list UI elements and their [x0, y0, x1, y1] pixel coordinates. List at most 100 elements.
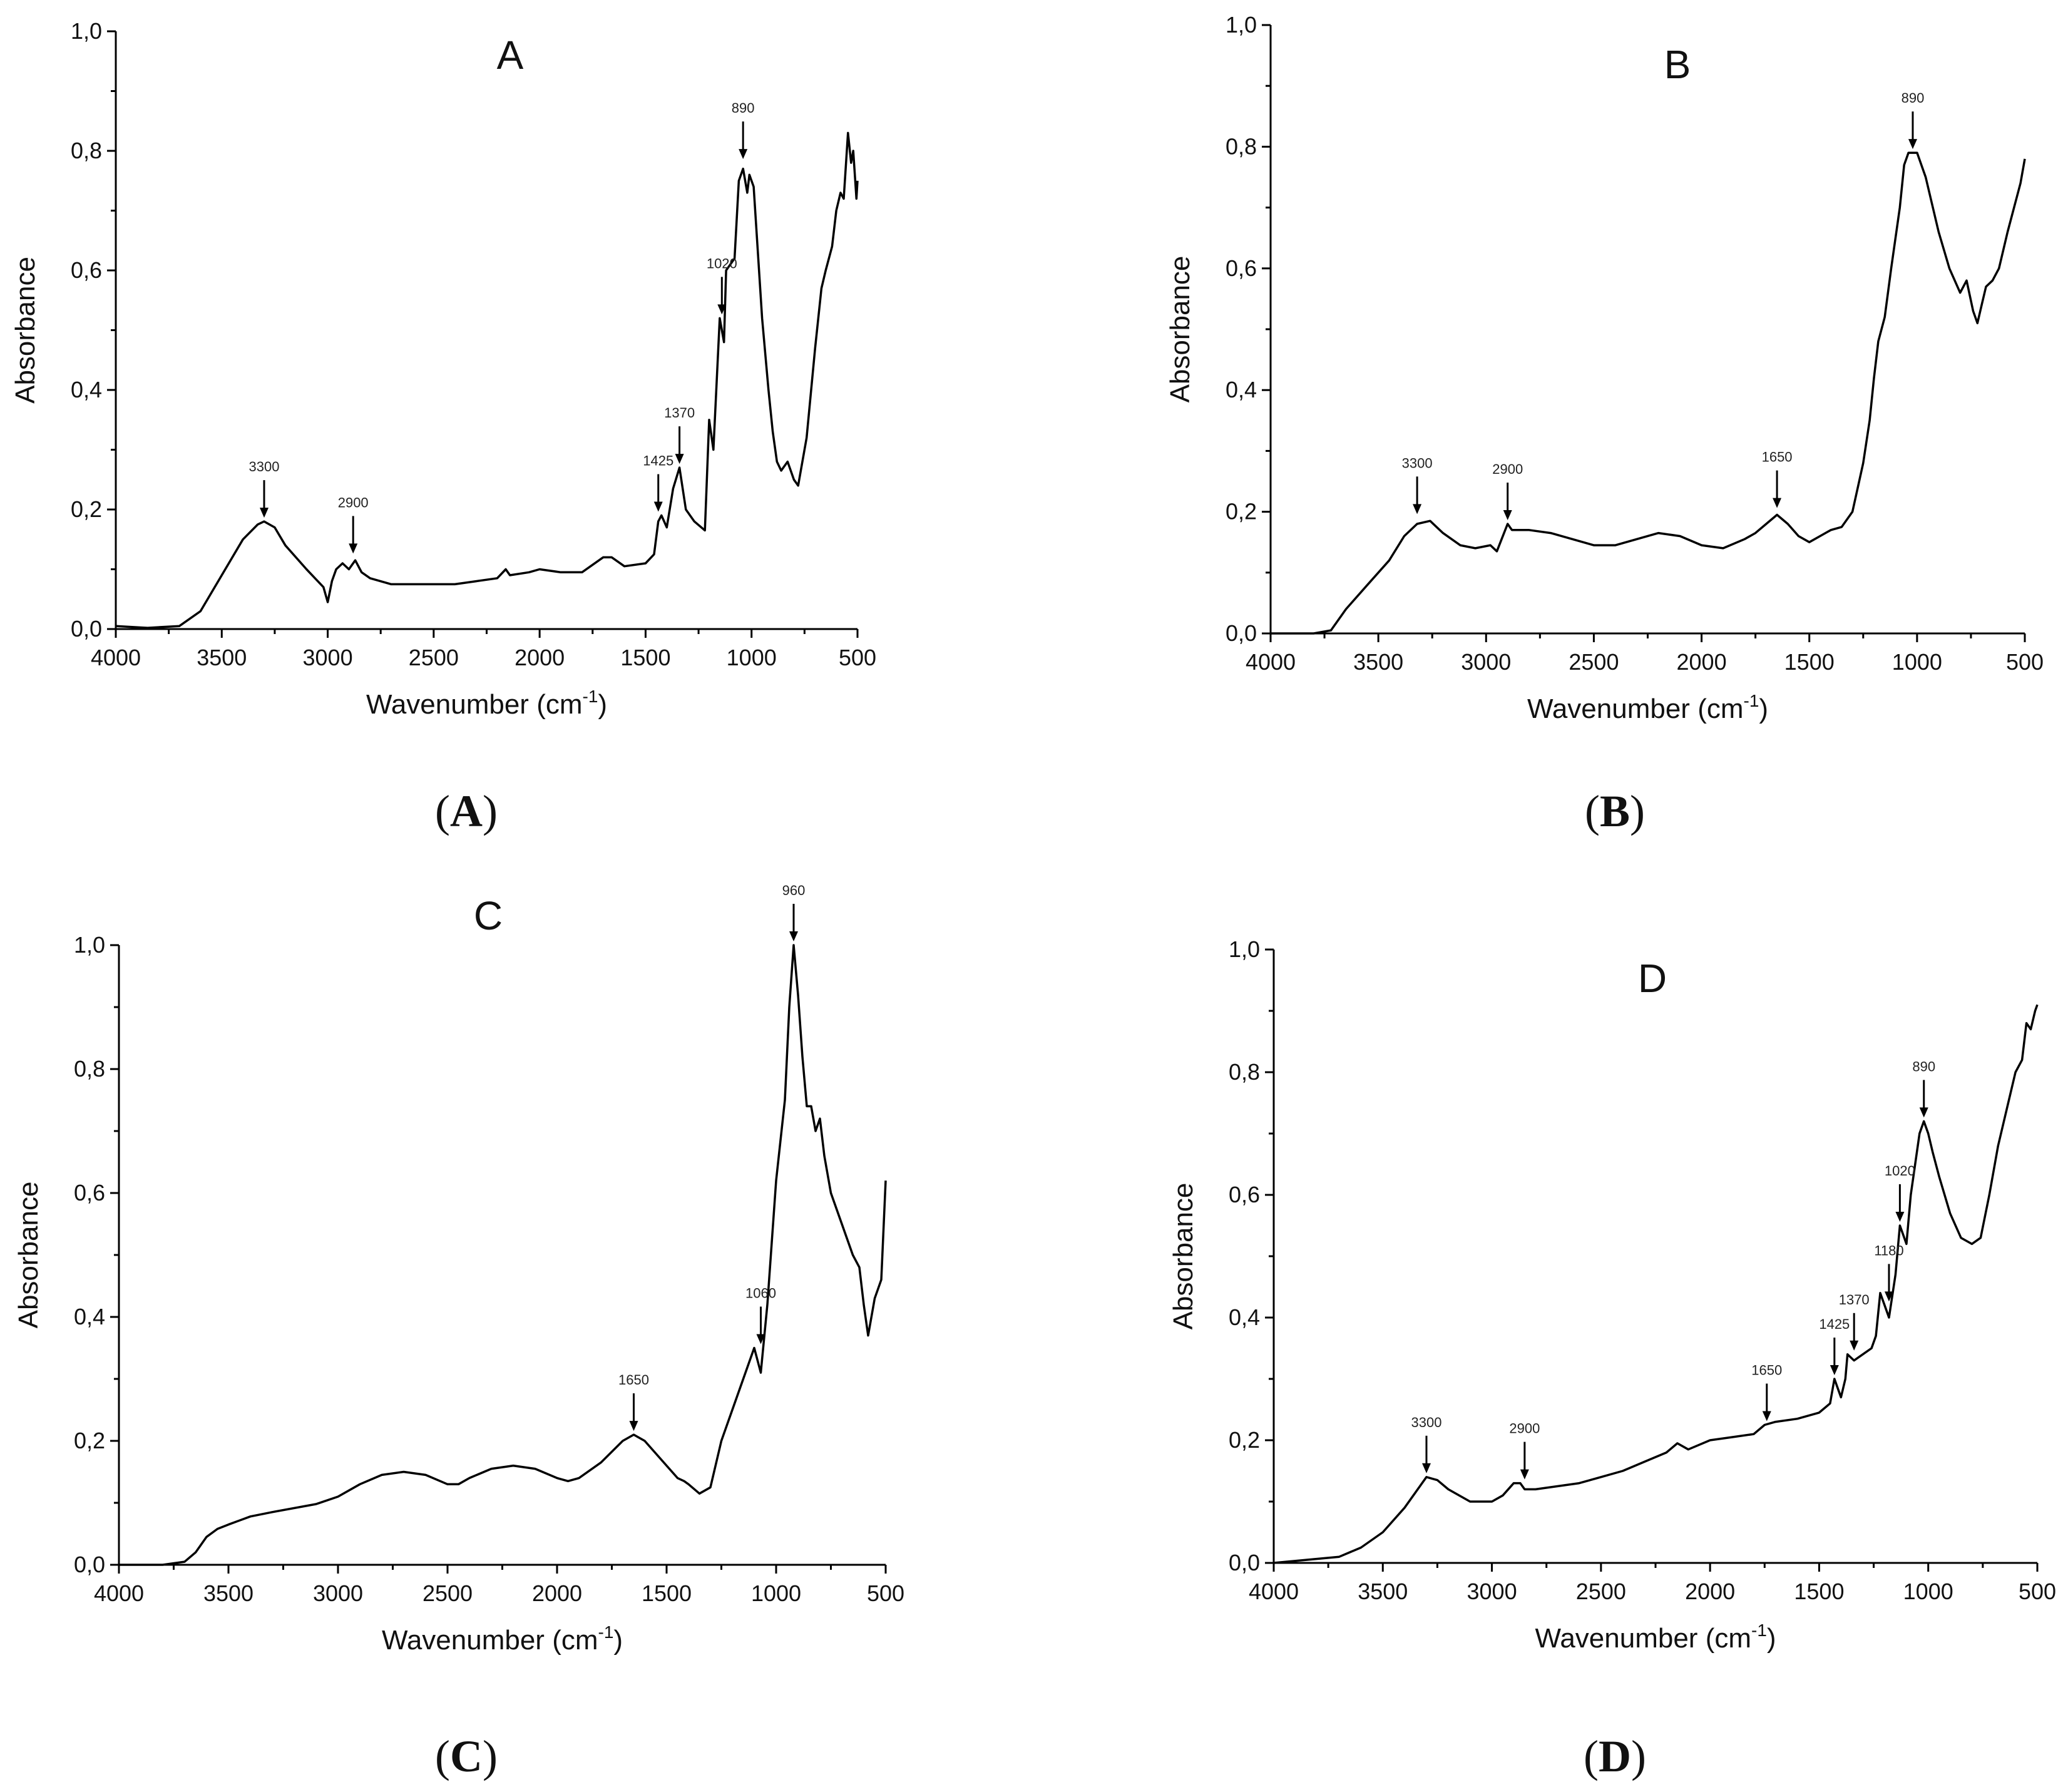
y-tick-label: 0,4 [74, 1304, 105, 1329]
annotation-label: 1650 [1751, 1363, 1782, 1378]
y-tick-label: 0,8 [74, 1056, 105, 1082]
annotation-label: 1020 [1885, 1163, 1915, 1179]
caption-letter: C [450, 1731, 483, 1781]
annotation-label: 1425 [1819, 1316, 1850, 1332]
y-tick-label: 0,4 [1226, 377, 1257, 402]
x-tick-label: 500 [2019, 1579, 2056, 1604]
y-tick-label: 1,0 [74, 932, 105, 958]
y-tick-label: 0,2 [1226, 499, 1257, 525]
x-axis-title-end: ) [1759, 694, 1768, 724]
caption-letter: D [1599, 1731, 1631, 1781]
annotation-arrowhead [653, 501, 663, 512]
x-tick-label: 500 [2006, 649, 2044, 675]
panel-letter: A [497, 33, 524, 78]
annotation-arrowhead [675, 454, 684, 464]
annotation-label: 2900 [1509, 1421, 1540, 1436]
annotation-label: 1060 [745, 1286, 776, 1301]
x-tick-label: 3000 [313, 1580, 363, 1606]
x-tick-label: 2500 [409, 645, 459, 670]
annotation-arrowhead [1413, 504, 1422, 515]
annotation-label: 890 [1902, 90, 1925, 106]
annotation-arrowhead [789, 931, 798, 941]
x-tick-label: 2000 [514, 645, 565, 670]
caption-close-paren: ) [483, 1731, 498, 1781]
x-axis-title-sup: -1 [1751, 1620, 1767, 1640]
x-axis-title-sup: -1 [1744, 691, 1759, 710]
annotation-arrowhead [1520, 1469, 1529, 1480]
x-tick-label: 1000 [1892, 649, 1942, 675]
x-tick-label: 3500 [1358, 1579, 1408, 1604]
x-axis-title: Wavenumber (cm-1) [382, 1622, 623, 1656]
y-axis-title: Absorbance [1165, 256, 1195, 403]
x-tick-label: 1000 [727, 645, 777, 670]
x-axis-title-end: ) [1767, 1623, 1776, 1654]
annotation-label: 2900 [338, 494, 369, 510]
annotation-arrowhead [1773, 498, 1782, 508]
y-tick-label: 0,4 [1229, 1304, 1260, 1330]
y-tick-label: 0,6 [74, 1180, 105, 1206]
x-tick-label: 1500 [620, 645, 670, 670]
y-tick-label: 0,8 [1226, 133, 1257, 159]
x-tick-label: 3500 [197, 645, 247, 670]
annotation-arrowhead [1762, 1411, 1771, 1421]
annotation-label: 1650 [618, 1372, 649, 1388]
y-tick-label: 0,6 [71, 257, 102, 283]
y-tick-label: 0,0 [71, 616, 102, 642]
annotation-arrowhead [1503, 510, 1512, 521]
annotation-arrowhead [1895, 1212, 1905, 1222]
y-tick-label: 0,2 [71, 496, 102, 522]
panel-caption: (B) [1585, 786, 1645, 836]
x-tick-label: 2500 [422, 1580, 473, 1606]
x-axis-title-sup: -1 [598, 1622, 614, 1642]
panel-caption: (C) [435, 1731, 498, 1781]
x-tick-label: 1500 [642, 1580, 692, 1606]
annotation-label: 1650 [1762, 449, 1793, 465]
annotation-label: 1020 [707, 255, 737, 271]
y-tick-label: 1,0 [1226, 12, 1257, 38]
y-tick-label: 0,0 [74, 1552, 105, 1577]
annotation-arrowhead [629, 1421, 638, 1431]
y-tick-label: 1,0 [1229, 936, 1260, 962]
annotation-arrowhead [1850, 1340, 1859, 1351]
x-tick-label: 3000 [303, 645, 353, 670]
annotation-arrowhead [1919, 1107, 1928, 1118]
caption-close-paren: ) [1630, 786, 1645, 836]
panel-letter: B [1664, 42, 1691, 87]
x-axis-title-main: Wavenumber (cm [1535, 1623, 1751, 1654]
y-tick-label: 0,0 [1226, 620, 1257, 646]
annotation-arrowhead [756, 1334, 765, 1344]
panel-letter: D [1638, 956, 1667, 1001]
annotation-arrowhead [1908, 139, 1917, 150]
x-tick-label: 1000 [751, 1580, 801, 1606]
x-axis-title-main: Wavenumber (cm [1527, 694, 1744, 724]
panel-caption: (D) [1584, 1731, 1646, 1781]
annotation-label: 890 [1912, 1058, 1935, 1074]
x-tick-label: 4000 [91, 645, 141, 670]
x-axis-title: Wavenumber (cm-1) [1527, 691, 1768, 724]
annotation-arrowhead [717, 304, 727, 315]
annotation-label: 1425 [643, 453, 673, 469]
annotation-arrowhead [349, 543, 358, 554]
y-axis-title: Absorbance [1168, 1183, 1199, 1330]
x-axis-title-sup: -1 [583, 687, 598, 706]
series-line-b [1271, 151, 2026, 635]
annotation-label: 1180 [1874, 1242, 1903, 1258]
annotation-label: 890 [732, 100, 755, 116]
y-tick-label: 0,2 [1229, 1427, 1260, 1453]
y-tick-label: 0,8 [71, 138, 102, 163]
annotation-arrowhead [1884, 1291, 1893, 1302]
y-tick-label: 0,2 [74, 1428, 105, 1453]
y-tick-label: 0,0 [1229, 1550, 1260, 1575]
x-tick-label: 4000 [1249, 1579, 1299, 1604]
chart-panel-d: 0,0 0,2 0,4 0,6 0,8 1,0 4000 3500 3000 2500 2000 15… [1168, 936, 2056, 1781]
x-axis-title: Wavenumber (cm-1) [1535, 1620, 1776, 1654]
y-tick-label: 1,0 [71, 18, 102, 44]
caption-open-paren: ( [1585, 786, 1600, 836]
chart-panel-a: 0,0 0,2 0,4 0,6 0,8 1,0 4000 3500 3000 2500 2000 15… [10, 18, 876, 836]
x-tick-label: 3000 [1467, 1579, 1517, 1604]
x-tick-label: 2500 [1569, 649, 1619, 675]
annotation-label: 3300 [1402, 455, 1433, 471]
x-tick-label: 2500 [1576, 1579, 1626, 1604]
x-tick-label: 4000 [94, 1580, 144, 1606]
